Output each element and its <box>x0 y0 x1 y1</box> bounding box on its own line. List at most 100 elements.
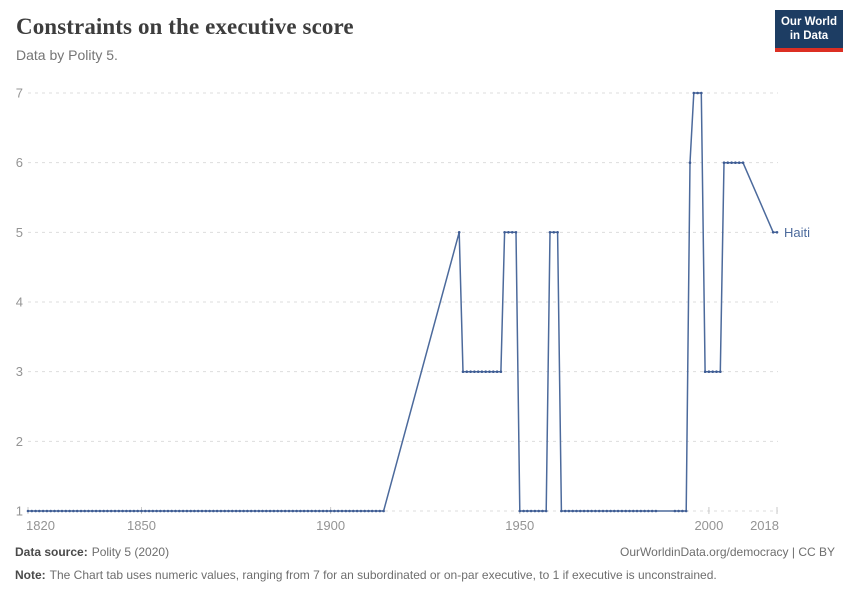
data-point[interactable] <box>597 509 601 513</box>
data-point[interactable] <box>594 509 597 513</box>
data-point[interactable] <box>238 509 242 513</box>
data-point[interactable] <box>125 509 128 513</box>
data-point[interactable] <box>352 509 355 513</box>
data-point[interactable] <box>38 509 41 513</box>
data-point[interactable] <box>370 509 374 513</box>
data-point[interactable] <box>503 231 506 234</box>
data-point[interactable] <box>147 509 151 513</box>
data-point[interactable] <box>461 370 465 374</box>
data-point[interactable] <box>159 509 162 513</box>
data-point[interactable] <box>193 509 196 513</box>
data-point[interactable] <box>582 509 586 513</box>
data-point[interactable] <box>560 509 563 513</box>
data-point[interactable] <box>507 231 510 234</box>
data-point[interactable] <box>730 161 733 164</box>
data-point[interactable] <box>707 370 711 374</box>
data-point[interactable] <box>677 509 680 513</box>
data-point[interactable] <box>457 231 461 234</box>
data-point[interactable] <box>628 509 631 513</box>
data-point[interactable] <box>529 509 533 513</box>
data-point[interactable] <box>355 509 359 513</box>
data-point[interactable] <box>178 509 181 513</box>
data-point[interactable] <box>336 509 340 513</box>
data-point[interactable] <box>563 509 567 513</box>
data-point[interactable] <box>571 509 574 513</box>
data-point[interactable] <box>492 370 495 374</box>
data-point[interactable] <box>484 370 488 374</box>
data-point[interactable] <box>257 509 261 513</box>
data-point[interactable] <box>579 509 582 513</box>
data-point[interactable] <box>488 370 491 374</box>
data-point[interactable] <box>601 509 605 513</box>
data-point[interactable] <box>586 509 590 513</box>
data-point[interactable] <box>30 509 34 513</box>
data-point[interactable] <box>632 509 635 513</box>
data-point[interactable] <box>775 231 779 234</box>
data-point[interactable] <box>696 91 699 95</box>
data-point[interactable] <box>374 509 378 513</box>
data-point[interactable] <box>246 509 249 513</box>
data-point[interactable] <box>711 370 714 374</box>
data-point[interactable] <box>121 509 124 513</box>
data-point[interactable] <box>68 509 71 513</box>
data-point[interactable] <box>34 509 37 513</box>
data-point[interactable] <box>242 509 245 513</box>
data-point[interactable] <box>189 509 192 513</box>
data-point[interactable] <box>544 509 548 513</box>
data-point[interactable] <box>185 509 189 513</box>
data-point[interactable] <box>639 509 643 513</box>
data-point[interactable] <box>117 509 121 513</box>
data-point[interactable] <box>510 231 514 234</box>
data-point[interactable] <box>94 509 98 513</box>
data-point[interactable] <box>344 509 348 513</box>
data-point[interactable] <box>174 509 177 513</box>
data-point[interactable] <box>537 509 540 513</box>
data-point[interactable] <box>231 509 234 513</box>
data-point[interactable] <box>465 370 469 374</box>
data-point[interactable] <box>643 509 646 513</box>
data-point[interactable] <box>620 509 624 513</box>
data-point[interactable] <box>325 509 329 513</box>
data-point[interactable] <box>624 509 627 513</box>
data-point[interactable] <box>499 370 503 374</box>
data-point[interactable] <box>215 509 219 513</box>
data-point[interactable] <box>688 161 692 164</box>
data-point[interactable] <box>295 509 298 513</box>
data-point[interactable] <box>382 509 385 513</box>
data-point[interactable] <box>64 509 68 513</box>
data-point[interactable] <box>155 509 158 513</box>
data-point[interactable] <box>268 509 272 513</box>
data-point[interactable] <box>734 161 737 164</box>
data-point[interactable] <box>140 509 143 513</box>
data-point[interactable] <box>136 509 139 513</box>
data-point[interactable] <box>113 509 117 513</box>
data-point[interactable] <box>276 509 280 513</box>
data-point[interactable] <box>272 509 276 513</box>
data-point[interactable] <box>87 509 90 513</box>
data-point[interactable] <box>348 509 351 513</box>
data-point[interactable] <box>291 509 295 513</box>
data-point[interactable] <box>53 509 56 513</box>
data-point[interactable] <box>700 91 703 95</box>
data-point[interactable] <box>212 509 215 513</box>
data-point[interactable] <box>219 509 223 513</box>
data-point[interactable] <box>692 91 696 95</box>
data-point[interactable] <box>722 161 726 164</box>
data-point[interactable] <box>321 509 325 513</box>
data-point[interactable] <box>359 509 363 513</box>
data-point[interactable] <box>234 509 238 513</box>
data-point[interactable] <box>196 509 200 513</box>
data-point[interactable] <box>650 509 654 513</box>
data-point[interactable] <box>533 509 537 513</box>
data-point[interactable] <box>208 509 211 513</box>
series-label-haiti[interactable]: Haiti <box>784 225 810 240</box>
data-point[interactable] <box>590 509 593 513</box>
data-point[interactable] <box>170 509 173 513</box>
data-point[interactable] <box>306 509 310 513</box>
data-point[interactable] <box>473 370 476 374</box>
data-point[interactable] <box>681 509 684 513</box>
data-point[interactable] <box>302 509 306 513</box>
data-point[interactable] <box>223 509 226 513</box>
data-point[interactable] <box>741 161 745 164</box>
data-point[interactable] <box>318 509 321 513</box>
